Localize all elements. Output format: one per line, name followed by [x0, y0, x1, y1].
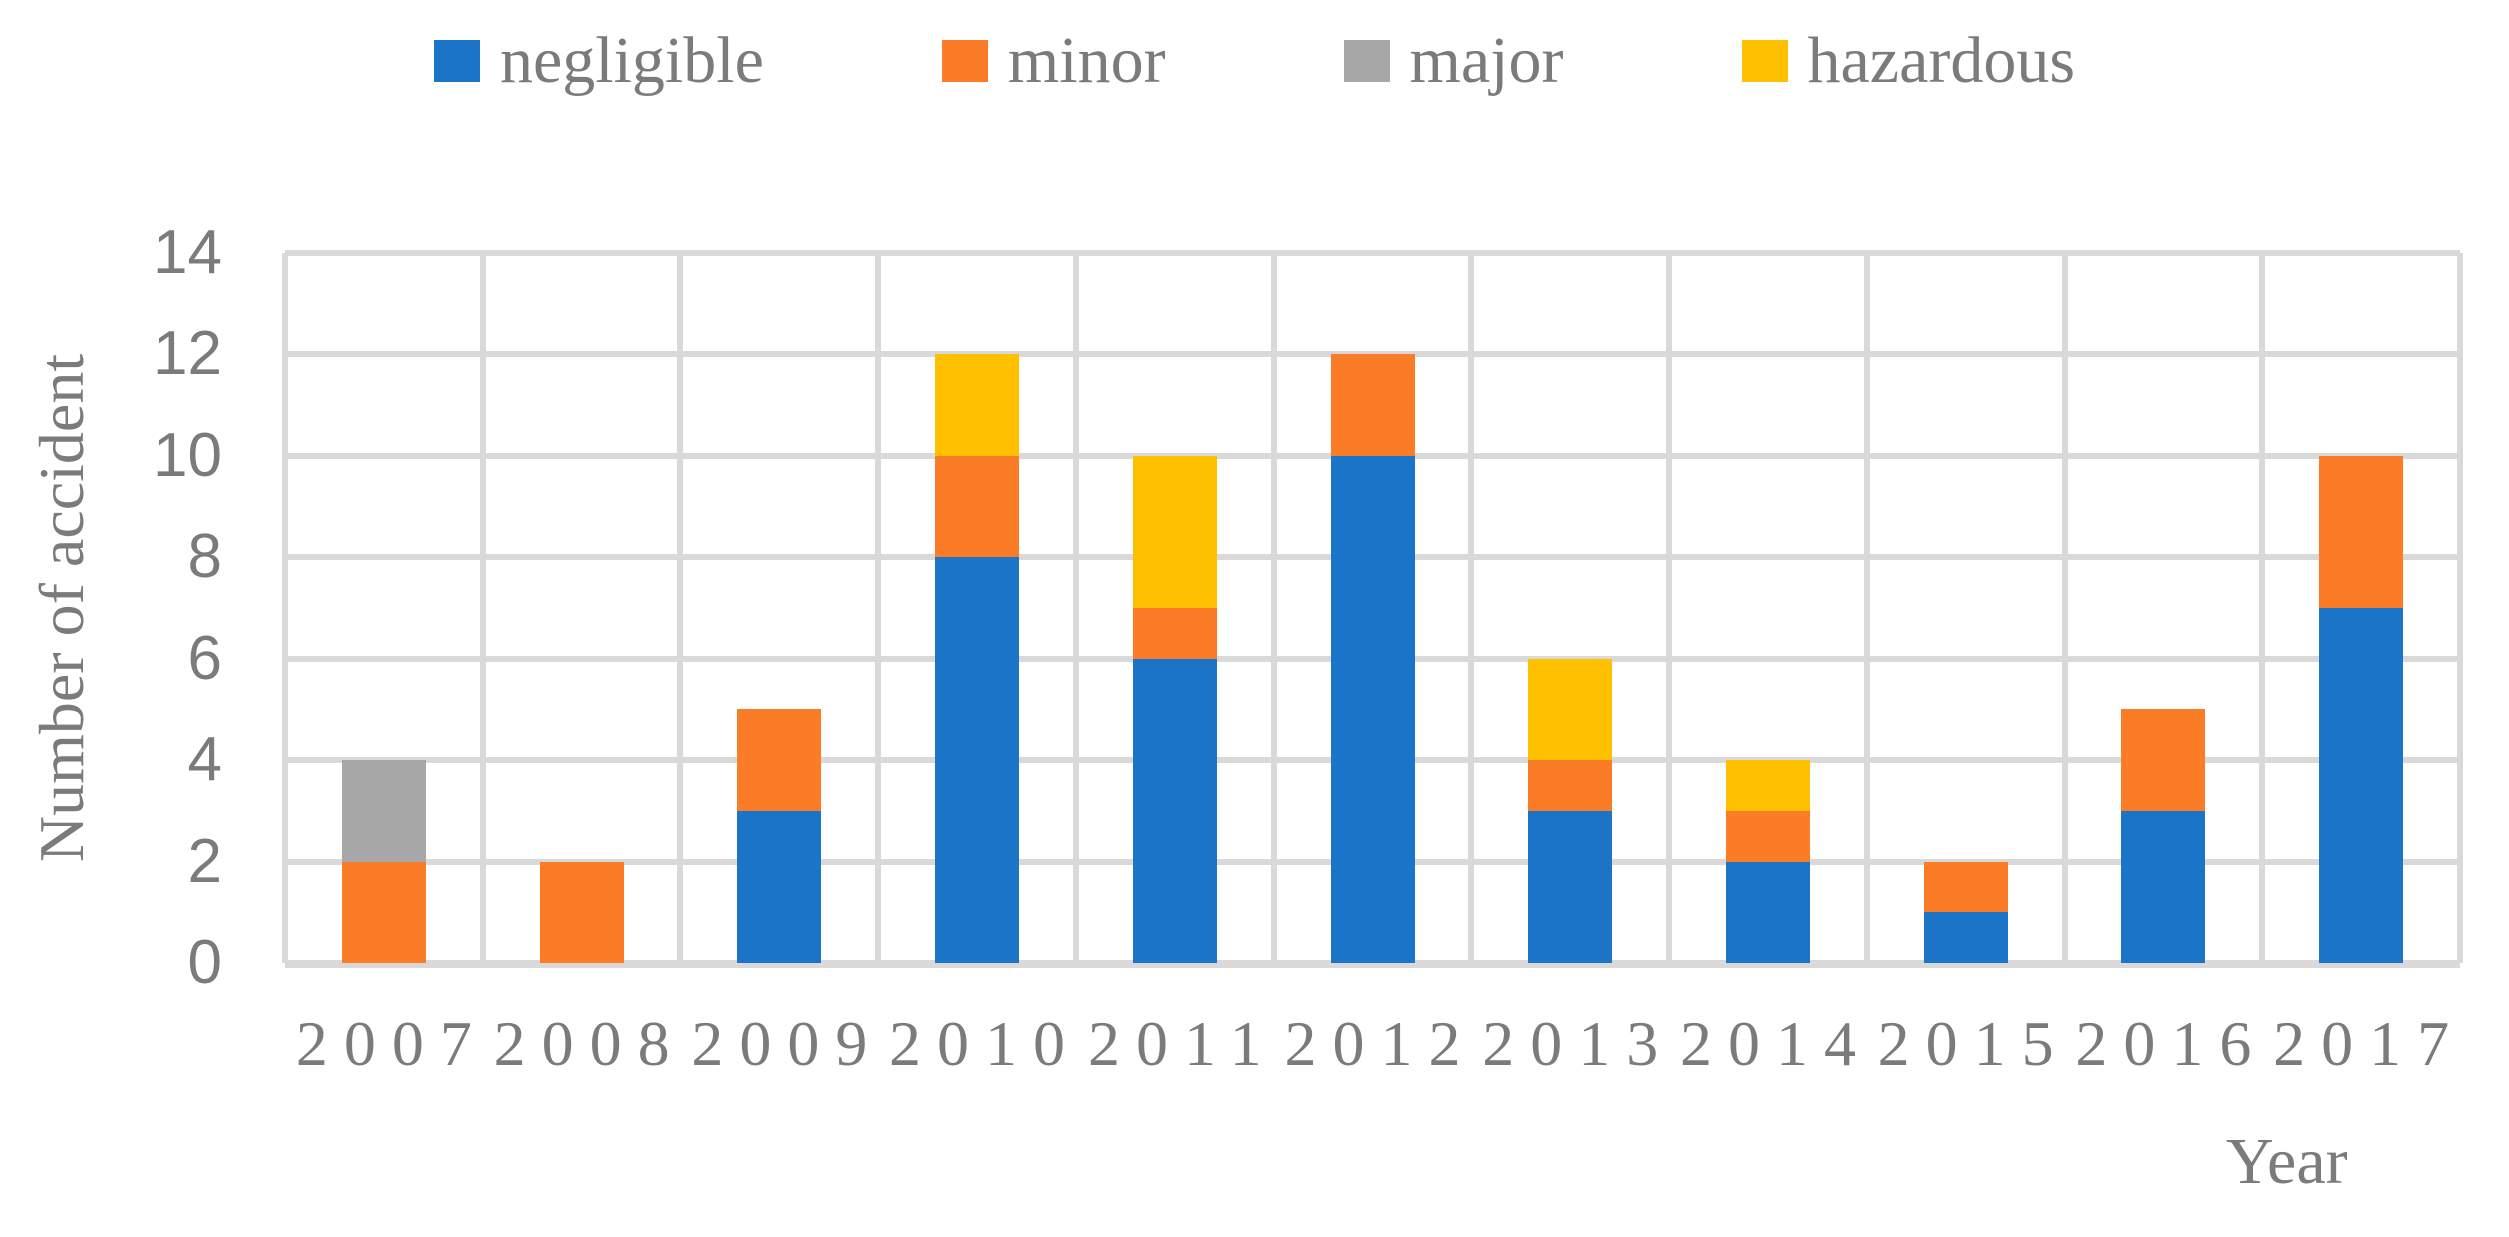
x-tick-label-2013: 2013 [1482, 1008, 1675, 1079]
legend-swatch-negligible [433, 40, 480, 82]
y-tick-label-14: 14 [153, 218, 222, 287]
x-tick-label-2010: 2010 [889, 1008, 1082, 1079]
x-tick-label-2015: 2015 [1877, 1008, 2070, 1079]
gridline-vertical [677, 253, 684, 963]
bar-segment-minor-2012 [1330, 354, 1415, 456]
bar-segment-minor-2017 [2319, 455, 2404, 608]
bar-segment-negligible-2013 [1528, 810, 1613, 963]
legend-label-hazardous: hazardous [1807, 24, 2076, 97]
x-tick-label-2016: 2016 [2075, 1008, 2268, 1079]
gridline-vertical [479, 253, 486, 963]
bar-segment-minor-2015 [1923, 861, 2008, 913]
bar-segment-minor-2010 [935, 455, 1020, 558]
bar-segment-minor-2016 [2121, 709, 2206, 811]
gridline-horizontal [285, 351, 2460, 358]
bar-segment-minor-2007 [341, 861, 426, 963]
gridline-vertical [282, 253, 288, 963]
bar-segment-hazardous-2011 [1132, 455, 1217, 608]
legend-swatch-hazardous [1741, 40, 1788, 82]
gridline-vertical [1468, 253, 1475, 963]
bar-segment-hazardous-2013 [1528, 658, 1613, 761]
y-tick-label-0: 0 [187, 928, 222, 997]
bar-segment-hazardous-2014 [1725, 760, 1810, 811]
y-tick-label-2: 2 [187, 826, 222, 896]
gridline-vertical [1863, 253, 1870, 963]
gridline-vertical [2061, 253, 2068, 963]
bar-segment-negligible-2015 [1923, 912, 2008, 963]
x-axis-title: Year [2226, 1125, 2348, 1198]
bar-segment-minor-2009 [737, 709, 822, 811]
legend-item-hazardous: hazardous [1741, 24, 2076, 97]
bar-segment-negligible-2017 [2319, 608, 2404, 963]
y-tick-label-10: 10 [153, 420, 222, 490]
legend-label-major: major [1409, 24, 1564, 97]
bar-segment-minor-2013 [1528, 760, 1613, 811]
gridline-horizontal [285, 250, 2460, 256]
x-tick-label-2009: 2009 [691, 1008, 884, 1079]
bar-segment-negligible-2009 [737, 810, 822, 963]
gridline-horizontal [285, 960, 2460, 968]
legend-swatch-major [1343, 40, 1390, 82]
legend-item-minor: minor [941, 24, 1166, 97]
bar-segment-negligible-2014 [1725, 861, 1810, 963]
bar-segment-minor-2014 [1725, 810, 1810, 862]
legend-item-negligible: negligible [433, 24, 764, 97]
x-tick-label-2008: 2008 [493, 1008, 686, 1079]
y-tick-label-12: 12 [153, 319, 222, 389]
y-tick-label-4: 4 [187, 725, 222, 795]
legend-label-minor: minor [1007, 24, 1166, 97]
y-tick-label-8: 8 [187, 522, 222, 592]
plot-area [282, 250, 2463, 968]
legend-item-major: major [1343, 24, 1564, 97]
legend-swatch-minor [941, 40, 988, 82]
gridline-vertical [875, 253, 882, 963]
gridline-vertical [2457, 253, 2463, 963]
bar-segment-negligible-2010 [935, 557, 1020, 963]
bar-segment-minor-2008 [539, 861, 624, 963]
x-tick-label-2017: 2017 [2273, 1008, 2466, 1079]
x-tick-label-2012: 2012 [1284, 1008, 1477, 1079]
bar-segment-negligible-2011 [1132, 658, 1217, 963]
x-tick-label-2014: 2014 [1679, 1008, 1872, 1079]
legend-label-negligible: negligible [499, 24, 764, 97]
bar-segment-negligible-2016 [2121, 810, 2206, 963]
gridline-vertical [2259, 253, 2266, 963]
bar-segment-major-2007 [341, 760, 426, 862]
gridline-vertical [1270, 253, 1277, 963]
gridline-vertical [1666, 253, 1673, 963]
gridline-vertical [1072, 253, 1079, 963]
y-tick-label-6: 6 [187, 623, 222, 693]
bar-segment-minor-2011 [1132, 608, 1217, 659]
x-tick-label-2011: 2011 [1087, 1008, 1278, 1079]
bar-segment-negligible-2012 [1330, 455, 1415, 963]
bar-segment-hazardous-2010 [935, 354, 1020, 456]
legend: negligible minor major hazardous [0, 18, 2509, 104]
x-tick-label-2007: 2007 [295, 1008, 488, 1079]
